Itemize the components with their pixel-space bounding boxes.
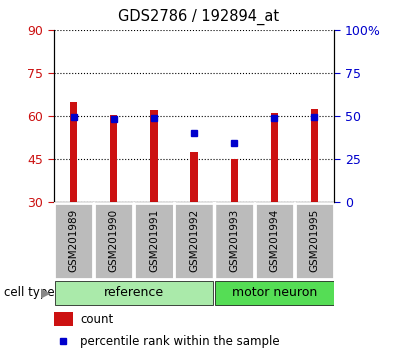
Text: GDS2786 / 192894_at: GDS2786 / 192894_at	[119, 9, 279, 25]
Bar	[174, 202, 214, 279]
Bar	[54, 312, 73, 326]
Bar	[55, 281, 213, 305]
Bar	[295, 202, 334, 279]
Bar	[54, 202, 94, 279]
Bar	[215, 281, 334, 305]
Bar	[94, 202, 133, 279]
Text: GSM201993: GSM201993	[229, 209, 239, 272]
Bar	[255, 202, 294, 279]
Text: ▶: ▶	[41, 286, 51, 299]
Bar	[311, 109, 318, 202]
Bar	[215, 202, 254, 279]
Bar	[134, 202, 174, 279]
Text: motor neuron: motor neuron	[232, 286, 317, 299]
Text: GSM201994: GSM201994	[269, 209, 279, 272]
Bar	[110, 114, 117, 202]
Text: reference: reference	[104, 286, 164, 299]
Text: cell type: cell type	[4, 286, 55, 299]
Text: GSM201995: GSM201995	[309, 209, 319, 272]
Bar	[271, 113, 278, 202]
Bar	[190, 152, 198, 202]
Text: GSM201992: GSM201992	[189, 209, 199, 272]
Text: percentile rank within the sample: percentile rank within the sample	[80, 335, 280, 348]
Bar	[150, 110, 158, 202]
Text: GSM201990: GSM201990	[109, 209, 119, 272]
Bar	[70, 102, 77, 202]
Text: GSM201991: GSM201991	[149, 209, 159, 272]
Bar	[230, 159, 238, 202]
Text: GSM201989: GSM201989	[69, 209, 79, 272]
Text: count: count	[80, 313, 113, 326]
